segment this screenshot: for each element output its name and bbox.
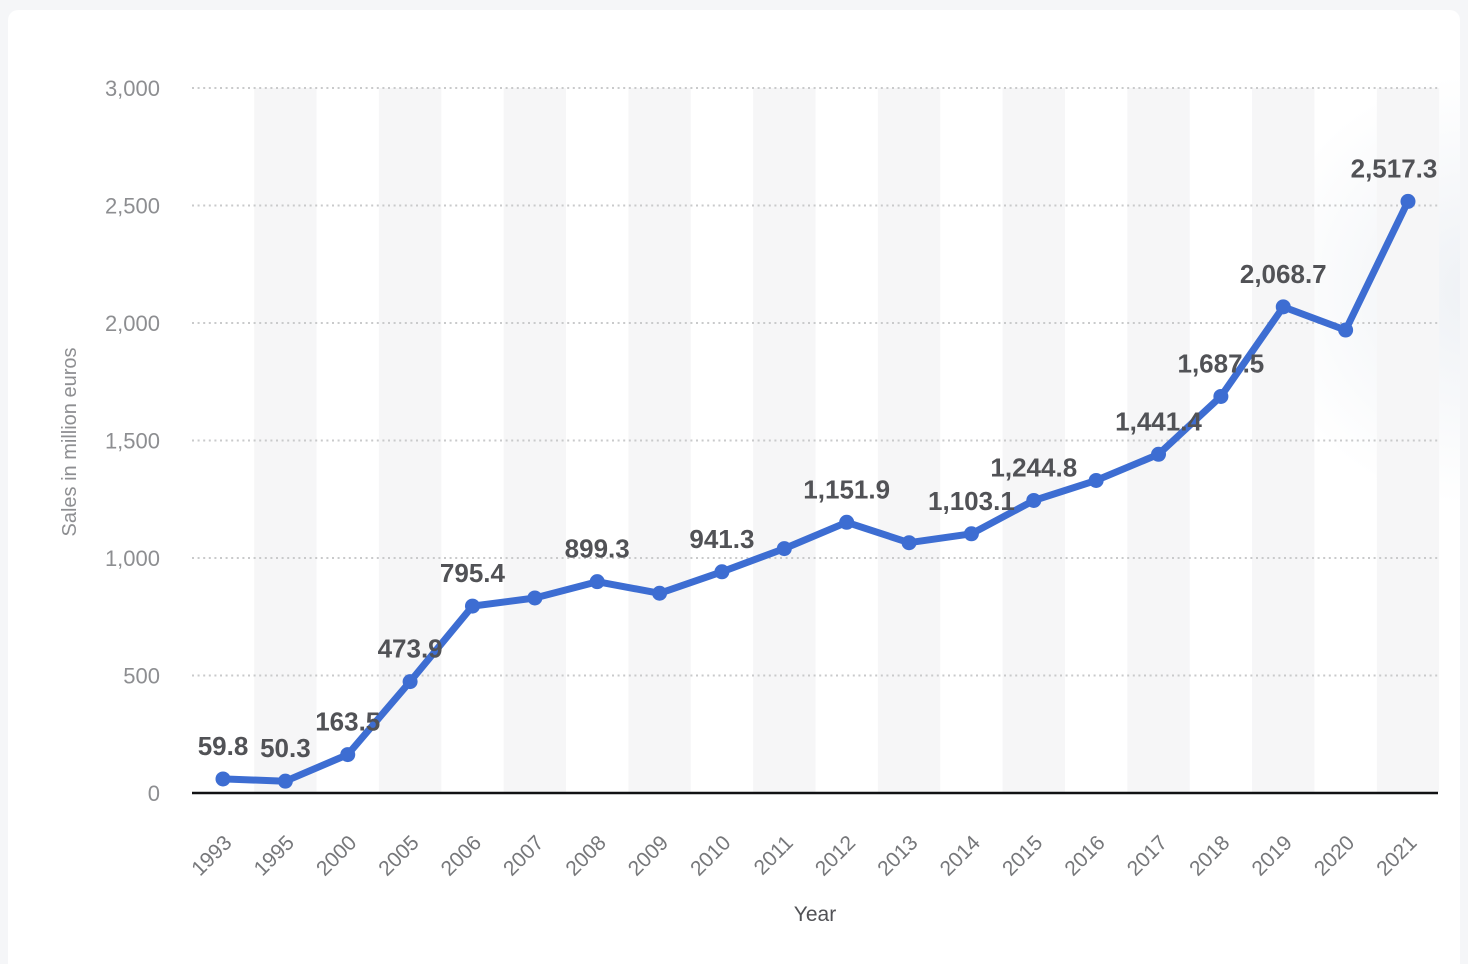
- x-axis-tick-labels: 1993 1995 2000 2005 2006 2007 2008 2009 2010 2011…: [187, 831, 1421, 881]
- x-tick-label-2011: 2011: [750, 831, 798, 879]
- data-point-label-2006: 795.4: [440, 558, 506, 588]
- data-point-label-2015: 1,244.8: [990, 452, 1077, 482]
- x-tick-label-2019: 2019: [1247, 831, 1296, 880]
- data-point-2018[interactable]: [1213, 388, 1229, 404]
- data-point-2000[interactable]: [340, 747, 356, 763]
- data-point-markers: [215, 193, 1416, 789]
- x-tick-label-2010: 2010: [686, 831, 735, 880]
- x-tick-label-2012: 2012: [811, 831, 860, 880]
- x-tick-label-2021: 2021: [1372, 831, 1421, 880]
- data-line: [219, 197, 1412, 785]
- data-point-2010[interactable]: [714, 564, 730, 580]
- data-point-label-2021: 2,517.3: [1351, 153, 1438, 183]
- data-point-2017[interactable]: [1151, 446, 1167, 462]
- data-point-label-2019: 2,068.7: [1240, 259, 1327, 289]
- data-point-1993[interactable]: [215, 771, 231, 787]
- y-tick-label-0: 0: [148, 781, 160, 806]
- data-point-1995[interactable]: [277, 773, 293, 789]
- data-point-2013[interactable]: [901, 535, 917, 551]
- data-point-2016[interactable]: [1088, 472, 1104, 488]
- y-tick-label-2500: 2,500: [105, 194, 160, 219]
- x-tick-label-2005: 2005: [374, 831, 423, 880]
- data-point-label-2012: 1,151.9: [803, 474, 890, 504]
- data-point-2011[interactable]: [776, 541, 792, 557]
- x-tick-label-2013: 2013: [873, 831, 922, 880]
- x-tick-label-2016: 2016: [1060, 831, 1109, 880]
- data-point-2006[interactable]: [464, 598, 480, 614]
- column-stripe-1995: [254, 88, 317, 792]
- data-point-label-2017: 1,441.4: [1115, 406, 1202, 436]
- column-stripe-2011: [753, 88, 816, 792]
- x-tick-label-2014: 2014: [936, 831, 986, 881]
- data-point-label-2014: 1,103.1: [928, 486, 1015, 516]
- data-point-2012[interactable]: [839, 514, 855, 530]
- data-point-2008[interactable]: [589, 574, 605, 590]
- data-point-label-1995: 50.3: [260, 733, 311, 763]
- chart-card: 0 500 1,000 1,500 2,000 2,500 3,000 1993 1995 20…: [8, 10, 1460, 964]
- data-point-2009[interactable]: [652, 585, 668, 601]
- x-tick-label-1993: 1993: [187, 831, 236, 880]
- column-stripe-2017: [1127, 88, 1190, 792]
- gridlines: [192, 87, 1438, 677]
- x-tick-label-2009: 2009: [624, 831, 673, 880]
- data-point-2015[interactable]: [1026, 492, 1042, 508]
- y-tick-label-500: 500: [123, 664, 160, 689]
- background-stripes: [254, 88, 1440, 792]
- data-point-label-2018: 1,687.5: [1178, 348, 1265, 378]
- x-axis-title: Year: [794, 903, 836, 926]
- data-point-label-2010: 941.3: [689, 524, 754, 554]
- data-point-2007[interactable]: [527, 590, 543, 606]
- y-tick-label-3000: 3,000: [105, 76, 160, 101]
- x-tick-label-2020: 2020: [1310, 831, 1359, 880]
- data-point-label-2008: 899.3: [565, 534, 630, 564]
- data-point-label-2000: 163.5: [315, 707, 380, 737]
- data-point-2014[interactable]: [963, 526, 979, 542]
- x-tick-label-2008: 2008: [561, 831, 610, 880]
- y-axis-title: Sales in million euros: [59, 348, 81, 537]
- data-point-label-2005: 473.9: [378, 634, 443, 664]
- x-tick-label-2015: 2015: [998, 831, 1047, 880]
- y-tick-label-1500: 1,500: [105, 429, 160, 454]
- x-tick-label-1995: 1995: [250, 831, 299, 880]
- data-point-label-1993: 59.8: [198, 731, 249, 761]
- x-tick-label-2006: 2006: [437, 831, 486, 880]
- x-tick-label-2007: 2007: [499, 831, 548, 880]
- column-stripe-2009: [628, 88, 691, 792]
- y-tick-label-2000: 2,000: [105, 311, 160, 336]
- y-axis-tick-labels: 0 500 1,000 1,500 2,000 2,500 3,000: [105, 76, 160, 806]
- x-tick-label-2000: 2000: [312, 831, 361, 880]
- column-stripe-2019: [1252, 88, 1315, 792]
- data-point-2021[interactable]: [1400, 193, 1416, 209]
- y-tick-label-1000: 1,000: [105, 546, 160, 571]
- data-point-2019[interactable]: [1275, 299, 1291, 315]
- data-point-2005[interactable]: [402, 674, 418, 690]
- x-tick-label-2017: 2017: [1123, 831, 1172, 880]
- x-tick-label-2018: 2018: [1185, 831, 1234, 880]
- data-point-2020[interactable]: [1338, 322, 1354, 338]
